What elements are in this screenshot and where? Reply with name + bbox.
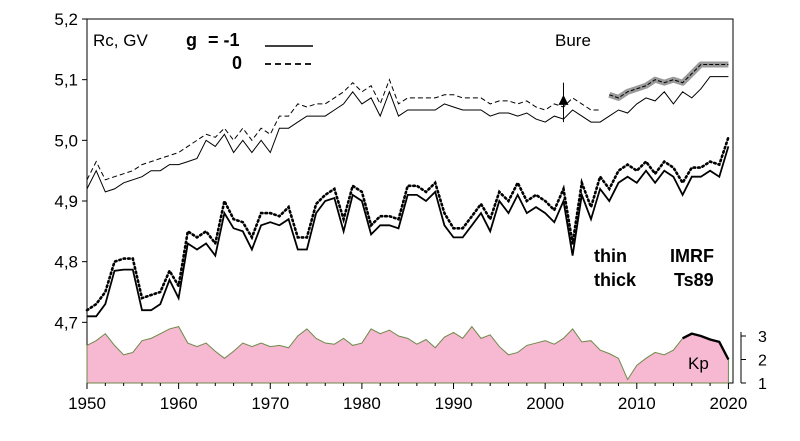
x-tick-label: 1950 [68, 394, 106, 413]
label-thin: thin [594, 246, 627, 266]
series-line-3 [608, 61, 729, 101]
x-tick-label: 1970 [251, 394, 289, 413]
label-kp: Kp [688, 354, 709, 373]
x-tick-label: 2000 [526, 394, 564, 413]
kp-recent-line [682, 332, 730, 361]
y-tick-label: 5,2 [54, 10, 78, 29]
x-tick-label: 1980 [343, 394, 381, 413]
series-line-5 [85, 136, 730, 312]
y-tick-label: 4,9 [54, 192, 78, 211]
label-imrf: IMRF [670, 246, 714, 266]
axis-ticks-layer: 1950 1960 1970 1980 1990 2000 2010 2020 4,7 4,8 4,… [54, 10, 767, 413]
x-tick-label: 1960 [160, 394, 198, 413]
y-tick-label: 5,1 [54, 71, 78, 90]
series-layer [85, 61, 730, 318]
y-tick-label: 5,0 [54, 131, 78, 150]
label-ts89: Ts89 [674, 270, 714, 290]
legend-g-value: = -1 [208, 30, 240, 50]
x-tick-label: 2010 [618, 394, 656, 413]
kp-tick-label: 2 [758, 353, 767, 370]
label-thick: thick [594, 270, 637, 290]
legend-g-symbol: g [186, 30, 197, 50]
series-line-4 [87, 146, 730, 318]
bure-marker [558, 94, 569, 105]
kp-area [86, 325, 729, 384]
kp-area-layer [86, 325, 730, 384]
kp-tick-label: 1 [758, 376, 767, 393]
series-line-2 [86, 78, 601, 181]
x-tick-label: 1990 [435, 394, 473, 413]
plot-frame [86, 18, 734, 384]
y-axis-label: Rc, GV [93, 31, 148, 50]
x-tick-label: 2020 [710, 394, 748, 413]
kp-tick-label: 3 [758, 329, 767, 346]
y-tick-label: 4,7 [54, 313, 78, 332]
y-tick-label: 4,8 [54, 253, 78, 272]
legend-zero-value: 0 [232, 53, 242, 73]
series-line-1 [86, 76, 729, 193]
station-label: Bure [555, 31, 591, 50]
